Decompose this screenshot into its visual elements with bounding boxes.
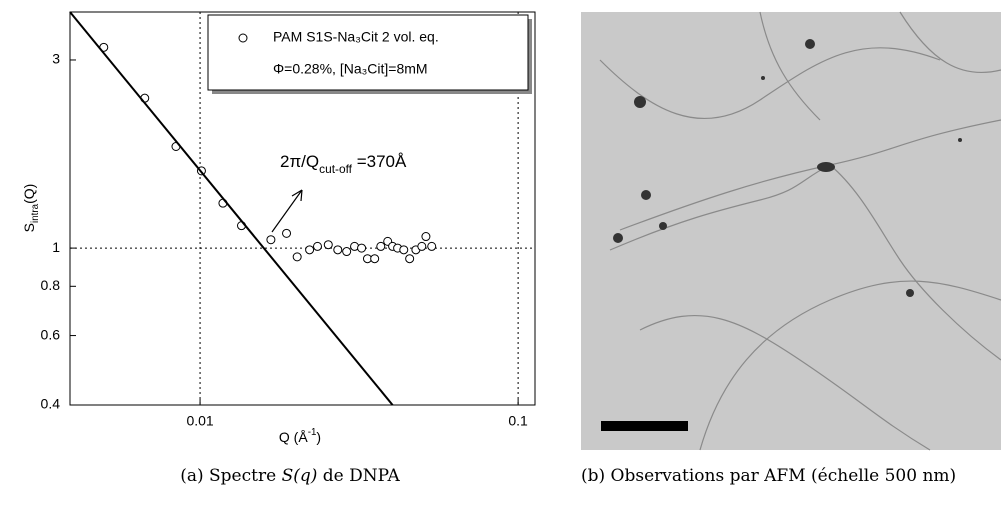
text-part: Q (Å bbox=[279, 429, 308, 445]
text-part: (a) Spectre bbox=[180, 466, 281, 486]
afm-particles bbox=[613, 39, 962, 297]
x-tick-label: 0.01 bbox=[186, 413, 213, 429]
text-part: de DNPA bbox=[317, 466, 400, 486]
text-part: cut-off bbox=[319, 162, 353, 176]
data-point bbox=[421, 232, 431, 242]
text-part: intra bbox=[30, 203, 41, 223]
caption-b: (b) Observations par AFM (échelle 500 nm… bbox=[581, 466, 957, 486]
text-part: =370Å bbox=[352, 152, 407, 171]
plot-frame bbox=[69, 11, 536, 406]
legend-label: PAM S1S-Na₃Cit 2 vol. eq. bbox=[273, 29, 439, 45]
annotation: 2π/Qcut-off =370Å bbox=[280, 152, 407, 176]
data-point bbox=[292, 252, 302, 262]
data-point bbox=[305, 245, 315, 255]
legend-box bbox=[207, 14, 529, 91]
y-axis-label: Sintra(Q) bbox=[21, 184, 41, 233]
text-part: S bbox=[21, 223, 37, 232]
data-point bbox=[357, 243, 367, 253]
annotation-arrowhead bbox=[291, 189, 303, 202]
text-part: ) bbox=[316, 429, 321, 445]
data-point bbox=[370, 254, 380, 264]
annotation-arrow bbox=[271, 189, 303, 233]
text-part: -1 bbox=[308, 427, 317, 438]
data-point bbox=[333, 245, 343, 255]
scale-bar bbox=[601, 421, 688, 431]
data-point bbox=[399, 245, 409, 255]
text-part: 2π/Q bbox=[280, 152, 319, 171]
legend-note: Φ=0.28%, [Na₃Cit]=8mM bbox=[273, 61, 428, 77]
text-part: S(q) bbox=[282, 466, 318, 486]
legend-marker bbox=[238, 33, 248, 43]
caption-a: (a) Spectre S(q) de DNPA bbox=[180, 466, 400, 486]
data-point bbox=[376, 241, 386, 251]
y-tick-label: 1 bbox=[52, 239, 60, 255]
data-point bbox=[312, 241, 322, 251]
y-tick-label: 0.4 bbox=[41, 396, 61, 412]
data-point bbox=[427, 241, 437, 251]
data-point bbox=[417, 241, 427, 251]
fit-line bbox=[69, 11, 394, 406]
text-part: (Q) bbox=[21, 184, 37, 204]
afm-image bbox=[581, 11, 1001, 451]
afm-background bbox=[581, 12, 1001, 450]
y-tick-label: 3 bbox=[52, 51, 60, 67]
y-tick-label: 0.6 bbox=[41, 326, 61, 342]
data-point bbox=[342, 247, 352, 257]
afm-fibers bbox=[599, 11, 1001, 451]
x-tick-label: 0.1 bbox=[508, 413, 528, 429]
y-tick-label: 0.8 bbox=[41, 277, 61, 293]
data-point bbox=[323, 240, 333, 250]
x-axis-label: Q (Å-1) bbox=[279, 427, 321, 445]
data-point bbox=[266, 235, 276, 245]
data-point bbox=[405, 254, 415, 264]
data-point bbox=[282, 228, 292, 238]
